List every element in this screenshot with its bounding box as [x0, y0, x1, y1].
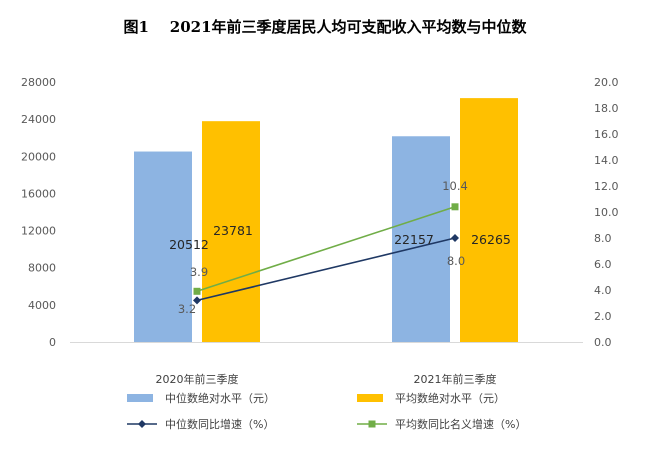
chart-lines — [193, 203, 459, 305]
legend-label: 平均数绝对水平（元） — [395, 391, 505, 405]
y-left-tick-label: 0 — [49, 336, 56, 349]
line-value-label: 10.4 — [442, 179, 468, 193]
line-point-square — [451, 203, 459, 211]
chart-data-labels: 20512 23781 22157 26265 3.2 8.0 3.9 10.4 — [169, 179, 511, 316]
line-point-diamond — [193, 296, 201, 305]
y-right-tick-label: 8.0 — [594, 232, 612, 245]
y-left-tick-label: 4000 — [28, 299, 56, 312]
y-left-tick-label: 20000 — [21, 150, 56, 163]
y-right-tick-label: 4.0 — [594, 284, 612, 297]
line-point-diamond — [451, 234, 459, 242]
bar — [134, 151, 192, 342]
bar-value-label: 26265 — [471, 232, 511, 247]
chart-title: 图1 2021年前三季度居民人均可支配收入平均数与中位数 — [123, 18, 527, 36]
line-point-square — [193, 287, 201, 295]
bar-value-label: 23781 — [213, 223, 253, 238]
y-right-tick-label: 2.0 — [594, 310, 612, 323]
bar — [460, 98, 518, 342]
legend-label: 中位数同比增速（%） — [165, 417, 274, 431]
x-tick-label: 2020年前三季度 — [156, 372, 239, 386]
legend-label: 平均数同比名义增速（%） — [395, 417, 526, 431]
line-value-label: 8.0 — [447, 254, 465, 268]
y-right-tick-label: 18.0 — [594, 102, 619, 115]
series-line — [196, 206, 456, 293]
bar-value-label: 20512 — [169, 237, 209, 252]
bar-value-label: 22157 — [394, 232, 434, 247]
y-left-tick-label: 8000 — [28, 262, 56, 275]
bar — [392, 136, 450, 342]
y-left-tick-label: 28000 — [21, 76, 56, 89]
y-right-tick-label: 20.0 — [594, 76, 619, 89]
legend-label: 中位数绝对水平（元） — [165, 391, 275, 405]
y-left-tick-label: 24000 — [21, 113, 56, 126]
line-value-label: 3.2 — [178, 302, 196, 316]
legend-marker-diamond — [138, 420, 146, 428]
legend-swatch — [127, 394, 153, 402]
chart-bars — [134, 98, 518, 343]
chart-axes: 0 4000 8000 12000 16000 20000 24000 28000 0.0 2.0… — [21, 76, 619, 386]
series-line — [196, 237, 456, 302]
legend-marker-square — [368, 420, 376, 428]
y-left-tick-label: 12000 — [21, 225, 56, 238]
line-value-label: 3.9 — [190, 265, 208, 279]
x-tick-label: 2021年前三季度 — [414, 372, 497, 386]
bar — [202, 121, 260, 343]
y-right-tick-label: 16.0 — [594, 128, 619, 141]
y-left-tick-label: 16000 — [21, 187, 56, 200]
legend-swatch — [357, 394, 383, 402]
y-right-tick-label: 14.0 — [594, 154, 619, 167]
y-right-tick-label: 0.0 — [594, 336, 612, 349]
y-right-tick-label: 6.0 — [594, 258, 612, 271]
y-right-tick-label: 12.0 — [594, 180, 619, 193]
y-right-tick-label: 10.0 — [594, 206, 619, 219]
chart-legend: 中位数绝对水平（元） 平均数绝对水平（元） 中位数同比增速（%） 平均数同比名义增速（… — [127, 391, 526, 431]
